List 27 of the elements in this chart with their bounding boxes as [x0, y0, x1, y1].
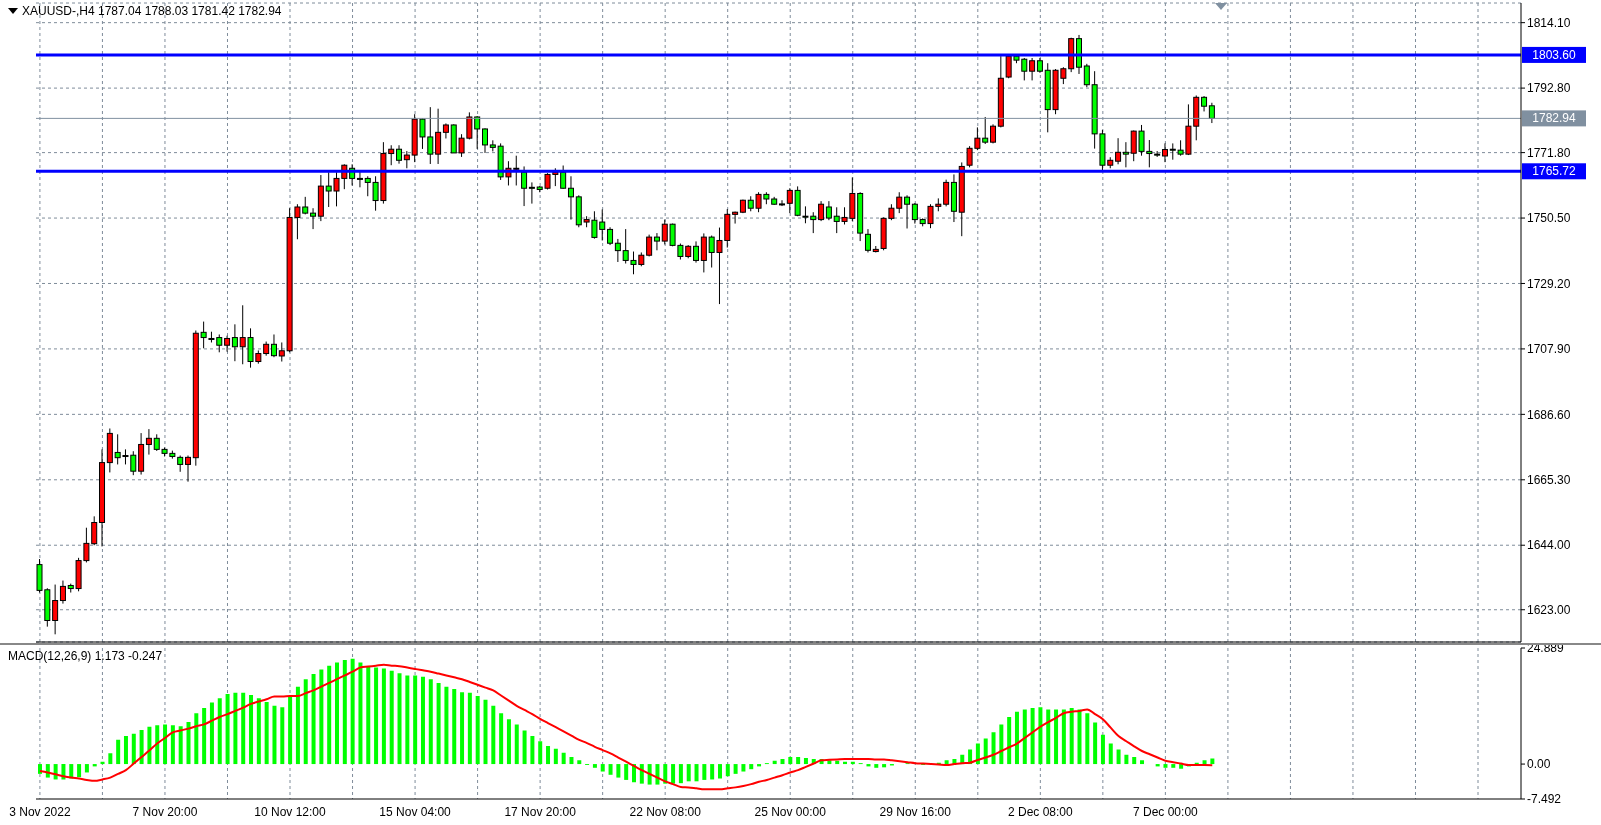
y-tick-label: 1814.10: [1527, 15, 1571, 30]
x-tick-label: 10 Nov 12:00: [254, 804, 327, 819]
ref-line-label: 1765.72: [1532, 164, 1577, 179]
y-tick-label: 1771.80: [1527, 145, 1571, 160]
y-tick-label: 1729.20: [1527, 276, 1571, 291]
y-tick-label: 1707.90: [1527, 342, 1571, 357]
ref-line-label: 1803.60: [1532, 47, 1577, 62]
x-tick-label: 7 Nov 20:00: [132, 804, 198, 819]
x-tick-label: 3 Nov 2022: [9, 804, 71, 819]
y-tick-label: 1644.00: [1527, 538, 1571, 553]
x-tick-label: 29 Nov 16:00: [879, 804, 952, 819]
ref-line-label: 1782.94: [1532, 111, 1577, 126]
y-tick-label: -7.492: [1527, 792, 1562, 807]
y-tick-label: 0.00: [1527, 757, 1551, 772]
x-tick-label: 2 Dec 08:00: [1007, 804, 1074, 819]
y-tick-label: 1686.60: [1527, 407, 1571, 422]
chart-title: XAUUSD-,H4 1787.04 1788.03 1781.42 1782.94: [22, 4, 282, 18]
y-tick-label: 1623.00: [1527, 603, 1571, 617]
y-tick-label: 1792.80: [1527, 81, 1571, 96]
x-tick-label: 17 Nov 20:00: [504, 804, 577, 819]
x-tick-label: 22 Nov 08:00: [629, 804, 702, 819]
x-tick-label: 15 Nov 04:00: [379, 804, 452, 819]
chart-title: MACD(12,26,9) 1.173 -0.247: [8, 649, 163, 663]
y-tick-label: 1665.30: [1527, 473, 1571, 488]
x-tick-label: 7 Dec 00:00: [1133, 804, 1199, 819]
y-tick-label: 1750.50: [1527, 211, 1571, 226]
x-tick-label: 25 Nov 00:00: [754, 804, 827, 819]
